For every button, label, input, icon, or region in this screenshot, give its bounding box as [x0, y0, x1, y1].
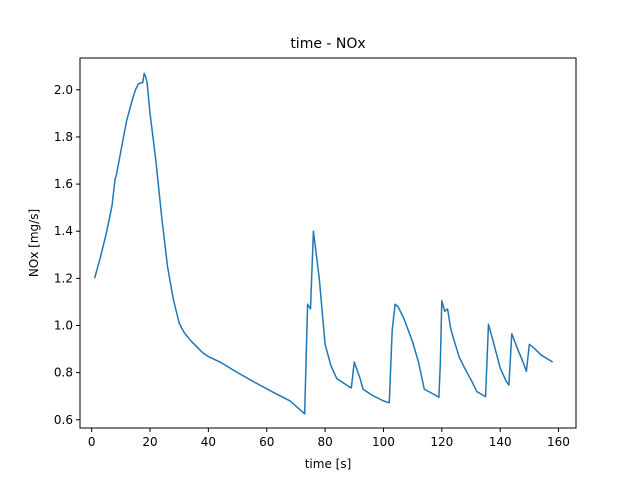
x-tick-label: 160 [547, 435, 570, 449]
x-tick-label: 80 [317, 435, 332, 449]
x-tick-label: 140 [489, 435, 512, 449]
y-tick-label: 1.6 [54, 177, 73, 191]
x-tick-label: 20 [142, 435, 157, 449]
x-tick-label: 0 [88, 435, 96, 449]
plot-frame [79, 57, 577, 429]
y-tick-label: 2.0 [54, 83, 73, 97]
x-tick-label: 120 [430, 435, 453, 449]
chart-title: time - NOx [290, 36, 365, 52]
y-tick-label: 1.4 [54, 224, 73, 238]
y-tick-label: 1.0 [54, 318, 73, 332]
y-axis-ticks: 0.6 0.8 1.0 1.2 1.4 1.6 1.8 2.0 [54, 83, 80, 427]
y-tick-label: 0.6 [54, 413, 73, 427]
x-axis-label: time [s] [305, 457, 352, 471]
x-axis-ticks: 0 20 40 60 80 100 120 140 160 [88, 428, 570, 449]
y-axis-label: NOx [mg/s] [27, 209, 41, 277]
y-tick-label: 1.2 [54, 271, 73, 285]
series-line-0 [93, 72, 554, 415]
y-tick-label: 1.8 [54, 130, 73, 144]
x-tick-label: 60 [259, 435, 274, 449]
x-tick-label: 100 [372, 435, 395, 449]
x-tick-label: 40 [201, 435, 216, 449]
series-group [93, 72, 554, 415]
y-tick-label: 0.8 [54, 366, 73, 380]
